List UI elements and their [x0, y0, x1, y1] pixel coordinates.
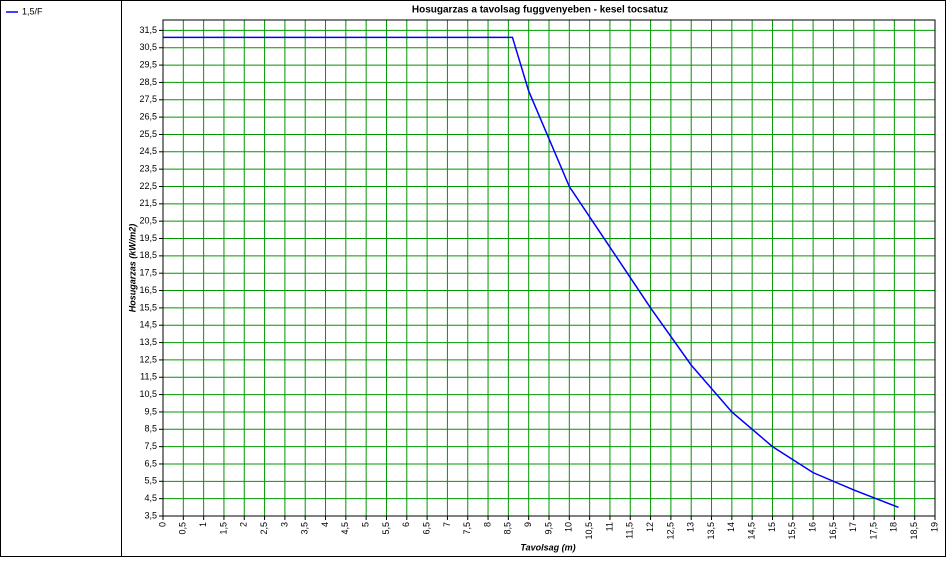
x-tick-label: 2,5: [259, 522, 269, 535]
x-tick-label: 0,5: [178, 522, 188, 535]
y-tick-label: 12,5: [139, 354, 157, 364]
x-tick-label: 9,5: [543, 522, 553, 535]
x-tick-label: 14,5: [747, 522, 757, 540]
x-tick-label: 11: [604, 522, 614, 531]
x-tick-label: 19: [929, 522, 939, 532]
x-tick-label: 15: [767, 522, 777, 532]
y-axis-label: Hosugarzas (kW/m2): [127, 224, 137, 313]
y-tick-label: 29,5: [139, 59, 157, 69]
y-tick-label: 23,5: [139, 164, 157, 174]
x-tick-label: 10: [564, 522, 574, 532]
x-tick-label: 9: [523, 522, 533, 527]
y-tick-label: 19,5: [139, 233, 157, 243]
x-tick-label: 12: [645, 522, 655, 532]
x-tick-label: 3: [279, 522, 289, 527]
x-tick-label: 12,5: [665, 522, 675, 540]
x-tick-label: 11,5: [625, 522, 635, 539]
y-tick-label: 18,5: [139, 250, 157, 260]
y-tick-label: 30,5: [139, 42, 157, 52]
plot-border: [162, 19, 936, 517]
legend-label: 1,5/F: [22, 6, 43, 16]
x-tick-label: 10,5: [584, 522, 594, 540]
x-tick-label: 15,5: [787, 522, 797, 540]
x-tick-label: 8,5: [503, 522, 513, 535]
y-tick-label: 4,5: [144, 493, 157, 503]
x-tick-label: 14: [726, 522, 736, 532]
y-tick-label: 28,5: [139, 77, 157, 87]
x-tick-label: 17: [848, 522, 858, 532]
x-tick-label: 16: [807, 522, 817, 532]
y-tick-label: 13,5: [139, 337, 157, 347]
x-tick-label: 7,5: [462, 522, 472, 535]
y-tick-label: 5,5: [144, 476, 157, 486]
x-tick-label: 18,5: [909, 522, 919, 540]
y-tick-label: 7,5: [144, 441, 157, 451]
y-tick-label: 15,5: [139, 302, 157, 312]
x-tick-label: 13: [686, 522, 696, 532]
x-tick-label: 1,5: [218, 522, 228, 535]
y-tick-label: 31,5: [139, 25, 157, 35]
x-tick-label: 3,5: [300, 522, 310, 535]
data-line: [163, 36, 899, 509]
x-axis-label: Tavolsag (m): [520, 542, 575, 552]
x-tick-label: 8: [482, 522, 492, 527]
x-tick-label: 17,5: [868, 522, 878, 540]
x-tick-label: 4: [320, 522, 330, 527]
y-tick-label: 21,5: [139, 198, 157, 208]
y-tick-label: 6,5: [144, 458, 157, 468]
x-tick-label: 18: [889, 522, 899, 532]
y-tick-label: 25,5: [139, 129, 157, 139]
x-tick-label: 4,5: [340, 522, 350, 535]
x-tick-label: 5,5: [381, 522, 391, 535]
y-tick-label: 8,5: [144, 424, 157, 434]
chart-title: Hosugarzas a tavolsag fuggvenyeben - kes…: [412, 5, 668, 16]
x-tick-label: 6,5: [421, 522, 431, 535]
y-tick-label: 11,5: [140, 372, 157, 382]
x-tick-label: 5: [361, 522, 371, 527]
y-tick-label: 10,5: [139, 389, 157, 399]
y-tick-label: 16,5: [139, 285, 157, 295]
y-tick-label: 24,5: [139, 146, 157, 156]
y-tick-label: 3,5: [144, 510, 157, 520]
x-tick-label: 7: [442, 522, 452, 527]
y-tick-label: 9,5: [144, 406, 157, 416]
y-tick-label: 14,5: [139, 320, 157, 330]
y-tick-label: 22,5: [139, 181, 157, 191]
y-tick-label: 26,5: [139, 111, 157, 121]
y-tick-label: 27,5: [139, 94, 157, 104]
x-tick-label: 0: [157, 522, 167, 527]
x-tick-label: 13,5: [706, 522, 716, 540]
y-tick-label: 20,5: [139, 216, 157, 226]
x-tick-label: 1: [198, 522, 208, 527]
x-tick-label: 16,5: [828, 522, 838, 540]
x-tick-label: 6: [401, 522, 411, 527]
y-tick-label: 17,5: [139, 268, 157, 278]
x-tick-label: 2: [239, 522, 249, 527]
